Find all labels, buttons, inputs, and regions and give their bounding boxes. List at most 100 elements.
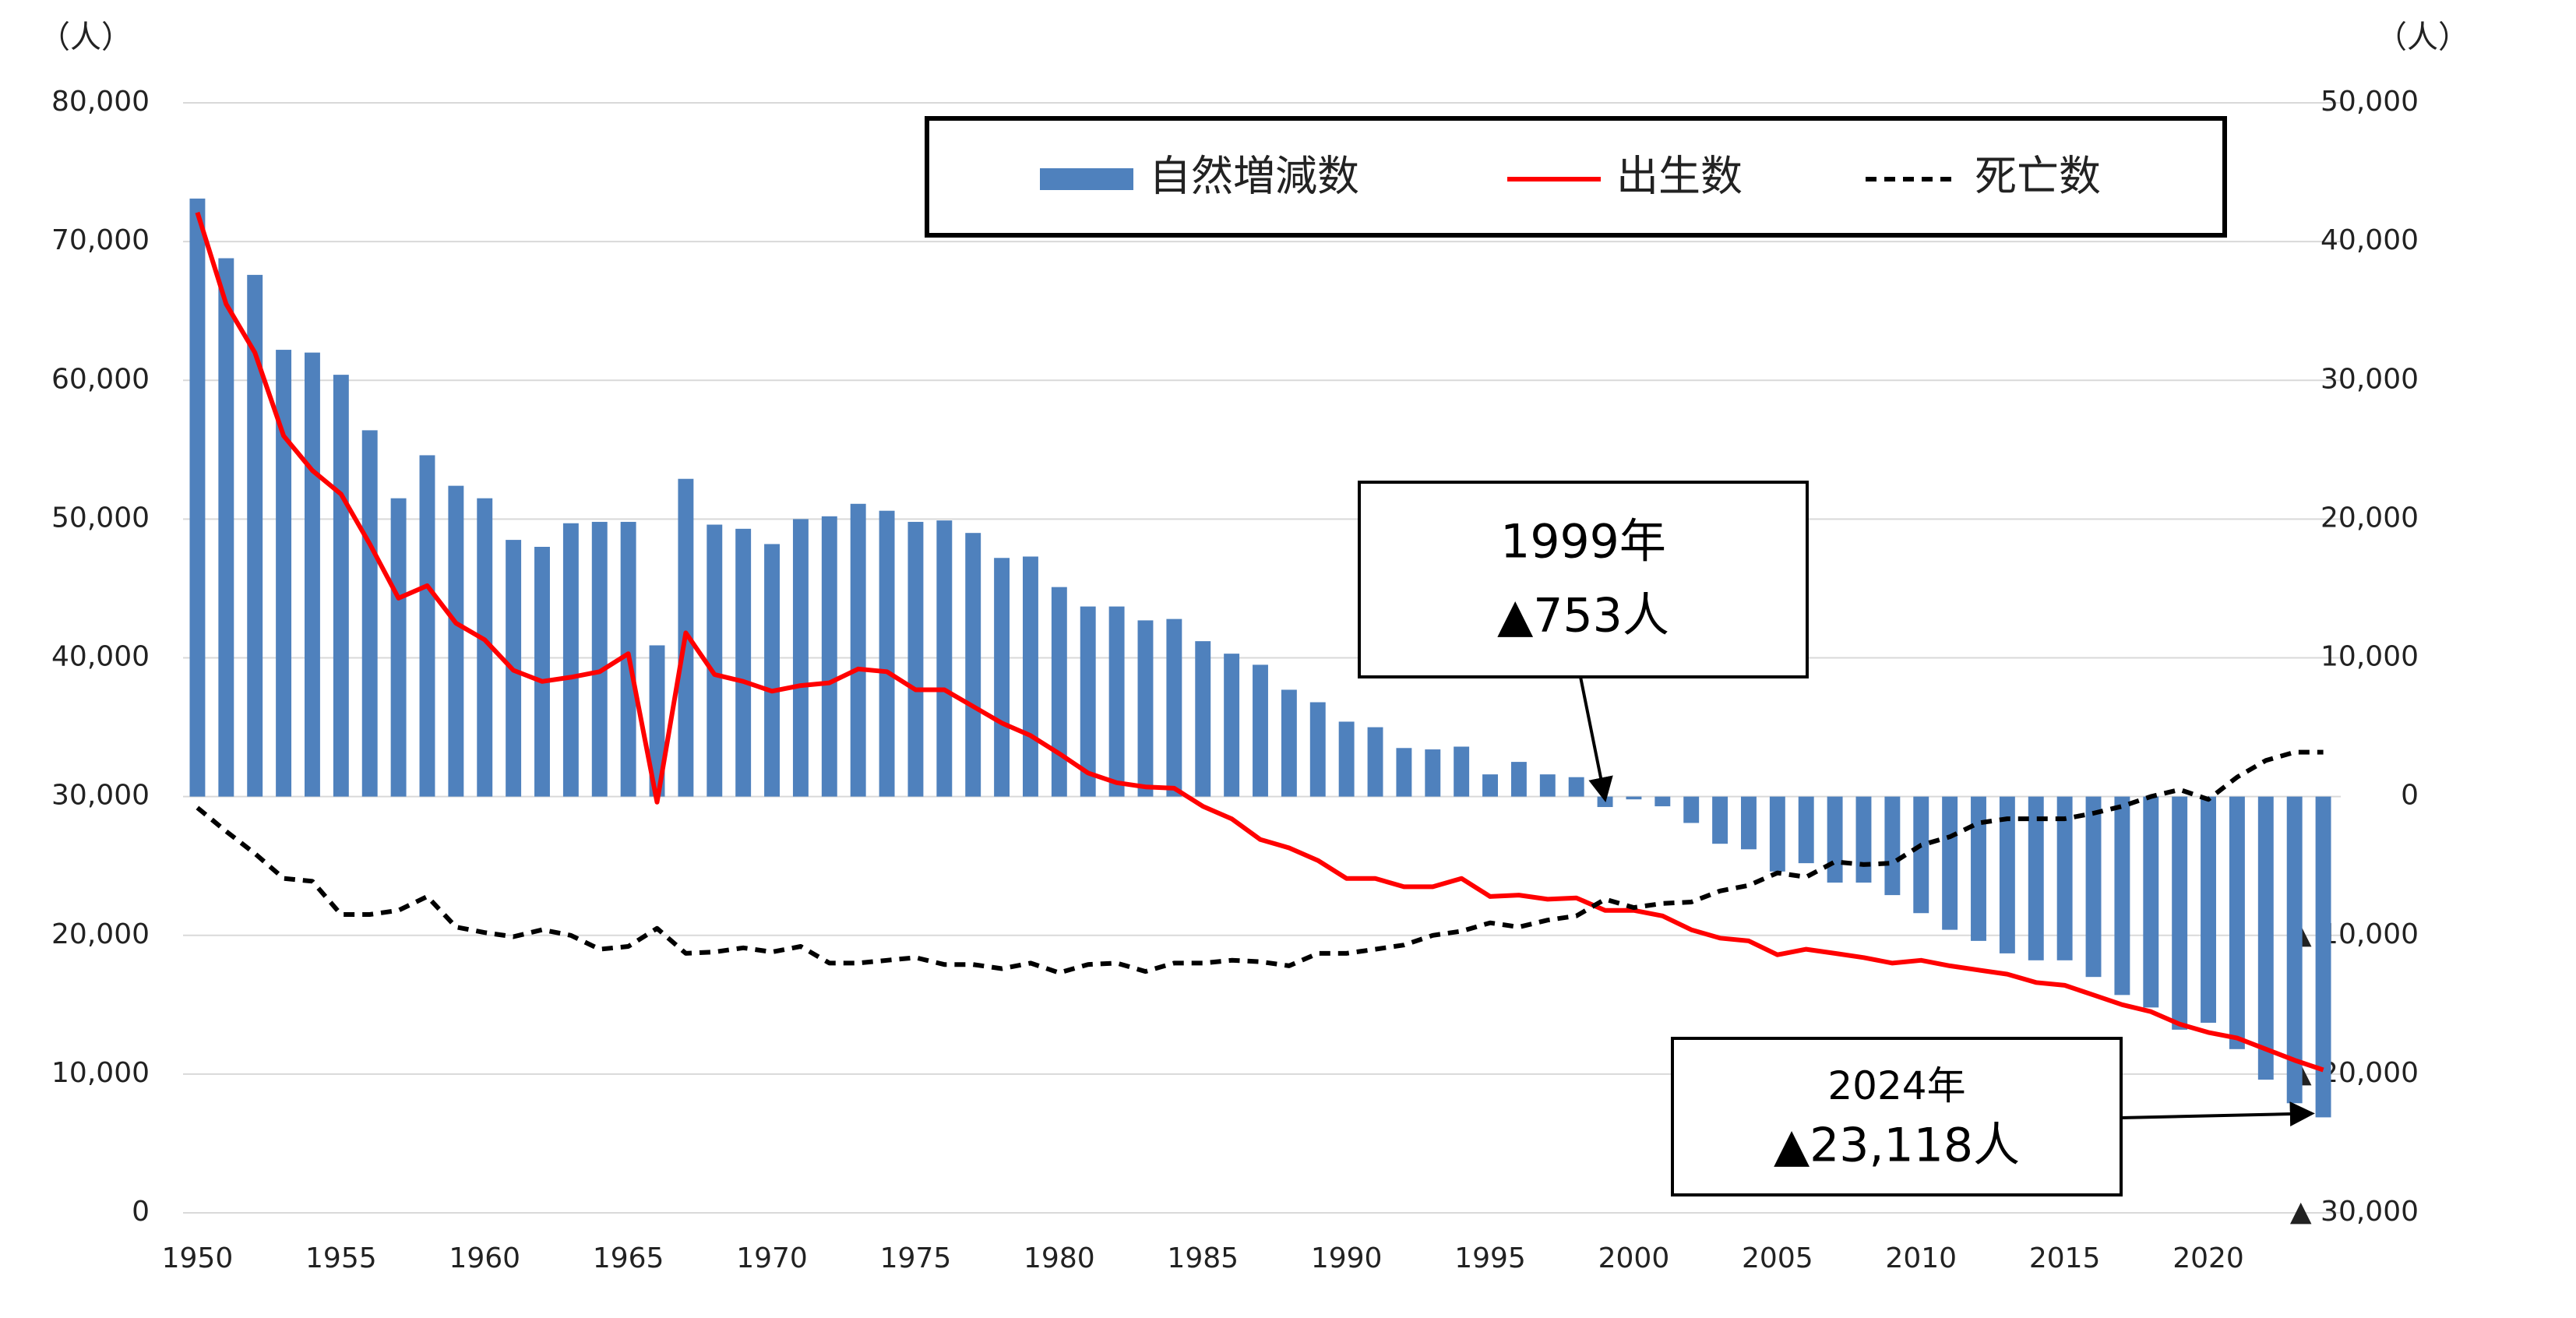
bar: [1913, 796, 1929, 914]
bar: [2085, 796, 2102, 978]
bar: [1884, 796, 1901, 896]
bar: [247, 274, 263, 797]
bar: [1539, 774, 1556, 797]
bar: [591, 521, 608, 797]
y-tick-label: 80,000: [51, 86, 150, 118]
y2-tick-label: ▲ 10,000: [2290, 918, 2419, 950]
bar: [649, 645, 665, 797]
y-tick-label: 50,000: [51, 502, 150, 534]
y-tick-label: 10,000: [51, 1057, 150, 1089]
y-tick-label: 0: [132, 1196, 150, 1228]
bar: [1281, 689, 1297, 797]
bar: [305, 352, 320, 797]
bar: [1654, 796, 1671, 807]
bar: [707, 524, 723, 797]
y2-tick-label: 30,000: [2321, 363, 2419, 395]
bar: [2172, 796, 2188, 1030]
x-tick-label: 1950: [162, 1242, 234, 1274]
y2-tick-label: 0: [2401, 780, 2419, 812]
bar: [1568, 777, 1584, 797]
bar: [2229, 796, 2245, 1049]
bar: [1367, 727, 1383, 797]
bar: [735, 528, 752, 797]
x-tick-label: 1990: [1311, 1242, 1383, 1274]
y2-tick-label: 20,000: [2321, 502, 2419, 534]
bar: [2056, 796, 2073, 960]
annotation-text: ▲23,118人: [1774, 1118, 2020, 1172]
x-tick-label: 1980: [1024, 1242, 1095, 1274]
bar: [1971, 796, 1986, 941]
bar: [1253, 664, 1268, 797]
bar: [448, 485, 464, 797]
bar: [1080, 606, 1096, 797]
y-tick-label: 30,000: [51, 780, 150, 812]
annotation-arrow: [1579, 676, 1613, 802]
bar: [821, 516, 837, 797]
y-tick-label: 20,000: [51, 918, 150, 950]
bar: [1051, 587, 1067, 797]
y2-tick-label: ▲ 30,000: [2290, 1196, 2419, 1228]
bar: [936, 520, 953, 797]
bar: [562, 523, 579, 797]
bar: [218, 258, 234, 797]
line: [196, 749, 2324, 975]
legend-box: [925, 116, 2227, 238]
bar: [1855, 796, 1872, 883]
legend-label: 自然増減数: [1149, 152, 1359, 201]
x-tick-label: 1985: [1167, 1242, 1239, 1274]
bar: [1769, 796, 1785, 872]
y2-tick-label: 10,000: [2321, 641, 2419, 673]
annotation-box: [1671, 1037, 2123, 1196]
line: [195, 211, 2324, 1073]
legend-label: 死亡数: [1975, 152, 2101, 201]
bar: [1741, 796, 1757, 850]
bar: [1510, 762, 1527, 797]
bar: [2028, 796, 2044, 960]
bar: [879, 510, 895, 797]
y2-tick-label: 40,000: [2321, 224, 2419, 256]
x-tick-label: 1965: [593, 1242, 664, 1274]
x-tick-label: 1995: [1454, 1242, 1526, 1274]
y-tick-label: 70,000: [51, 224, 150, 256]
x-tick-label: 1960: [449, 1242, 520, 1274]
bar: [276, 350, 292, 797]
bar: [2201, 796, 2216, 1023]
legend-swatch: [1040, 168, 1133, 190]
annotation-text: 2024年: [1827, 1063, 1965, 1108]
bar: [1482, 774, 1498, 797]
bar: [1942, 796, 1958, 930]
annotation-text: 1999年: [1500, 515, 1666, 569]
bar: [1999, 796, 2015, 953]
x-tick-label: 2010: [1885, 1242, 1957, 1274]
x-tick-label: 1970: [736, 1242, 808, 1274]
bar: [965, 533, 981, 797]
bar: [1712, 796, 1728, 844]
bar: [1023, 556, 1038, 797]
bar: [850, 503, 866, 797]
x-tick-label: 2020: [2173, 1242, 2244, 1274]
bar: [534, 547, 550, 797]
bar: [361, 430, 378, 797]
bar: [907, 521, 924, 797]
bar: [2315, 796, 2331, 1118]
bar: [2143, 796, 2159, 1008]
bar: [764, 544, 780, 797]
bar: [419, 455, 435, 797]
bar: [1137, 620, 1154, 797]
annotation-arrow: [2120, 1101, 2315, 1127]
bar: [1195, 641, 1211, 797]
x-tick-label: 1975: [880, 1242, 952, 1274]
bar: [1683, 796, 1700, 823]
bar: [333, 375, 349, 797]
annotation-box: [1358, 481, 1809, 678]
bar: [390, 498, 407, 797]
bar: [189, 198, 206, 797]
bar: [792, 519, 809, 797]
bar: [1827, 796, 1843, 883]
y2-unit-label: （人）: [2376, 19, 2469, 55]
bar: [1224, 654, 1240, 797]
bar: [477, 498, 493, 797]
x-tick-label: 1955: [305, 1242, 377, 1274]
